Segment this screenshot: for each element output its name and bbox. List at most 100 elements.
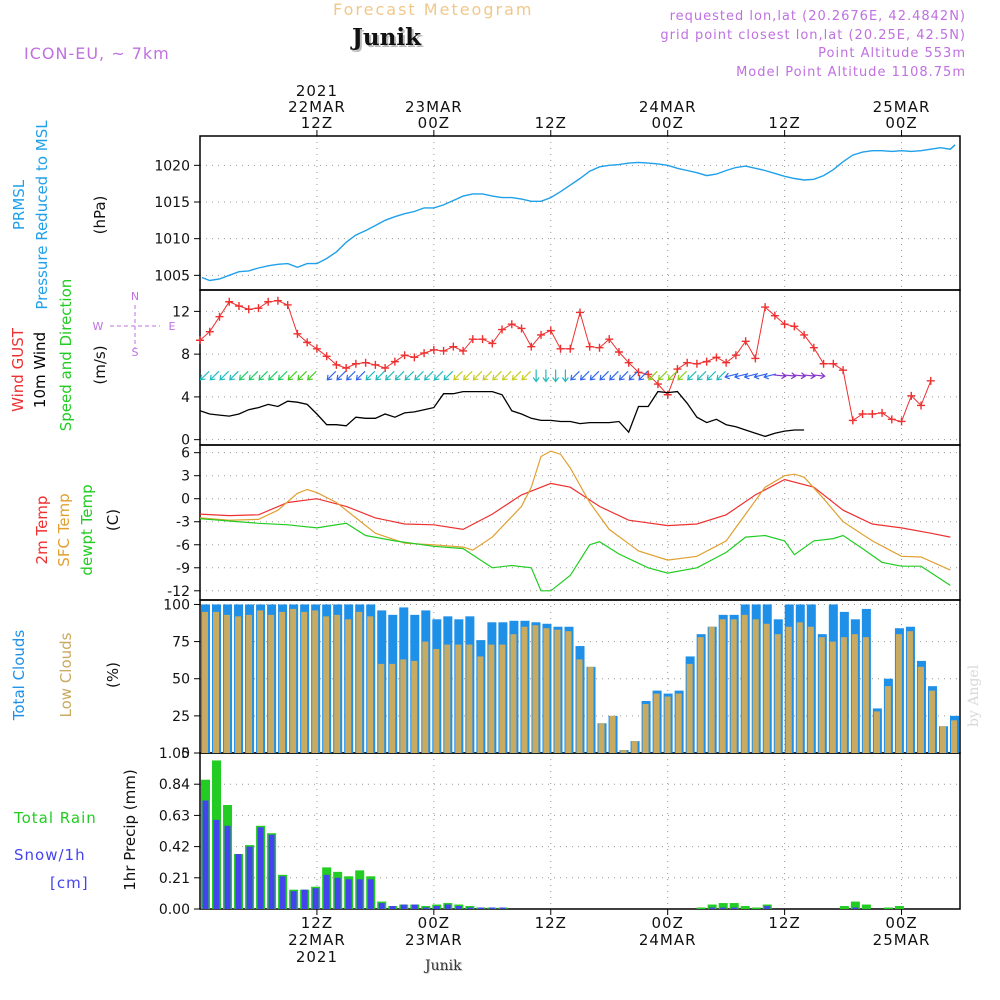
gust-marker	[410, 353, 419, 362]
low-cloud-bar	[268, 614, 275, 753]
wind-speed-line	[199, 390, 805, 438]
wind-arrow	[696, 370, 707, 381]
low-cloud-bar	[939, 726, 946, 753]
wind-arrow	[404, 370, 415, 381]
wind-arrow	[277, 370, 288, 381]
gust-marker	[614, 348, 623, 356]
snow-bar	[334, 877, 341, 909]
gust-marker	[546, 326, 555, 335]
low-cloud-bar	[609, 715, 616, 753]
gust-marker	[692, 359, 701, 368]
ytick-label: 1015	[154, 195, 190, 211]
ytick-label: 1005	[154, 268, 190, 284]
wind-arrow	[677, 370, 687, 381]
wind-arrow	[433, 370, 444, 381]
chart-title: Forecast Meteogram	[333, 0, 534, 19]
ytick-label: 4	[181, 390, 190, 406]
snow-bar	[378, 903, 385, 909]
ytick-label: 50	[172, 672, 190, 688]
wind-arrow	[482, 370, 493, 381]
rain-bar	[850, 901, 860, 909]
wind-arrow	[812, 372, 826, 380]
gust-marker	[293, 329, 302, 338]
ytick-label: 25	[172, 709, 190, 725]
gust-marker	[225, 297, 234, 306]
wind-arrow	[552, 369, 560, 383]
low-cloud-bar	[620, 750, 627, 753]
wind-arrow	[561, 369, 569, 383]
gust-marker	[429, 345, 438, 354]
wind-arrow	[763, 372, 776, 380]
t2m-line	[199, 478, 951, 538]
low-cloud-bar	[708, 626, 715, 753]
compass-s: S	[132, 346, 139, 359]
top-time-label: 00Z	[652, 114, 684, 132]
low-cloud-bar	[686, 663, 693, 753]
clouds-unit: (%)	[104, 662, 122, 688]
gust-marker	[790, 322, 799, 331]
wind-arrow	[453, 370, 463, 381]
low-cloud-bar	[389, 663, 396, 753]
wind-arrow	[743, 372, 757, 380]
wind-arrow	[638, 370, 649, 381]
gust-marker	[498, 325, 507, 334]
wind-arrow	[229, 370, 239, 381]
gust-marker	[234, 302, 243, 311]
ytick-label: 6	[181, 446, 190, 462]
total-clouds-label: Total Clouds	[10, 630, 28, 722]
low-cloud-bar	[950, 720, 957, 753]
gust-marker	[829, 359, 838, 368]
ytick-label: 8	[181, 347, 190, 363]
low-cloud-bar	[345, 619, 352, 753]
low-cloud-bar	[840, 637, 847, 753]
snow-bar	[202, 800, 209, 909]
ytick-label: 75	[172, 635, 190, 651]
wind-arrow	[532, 369, 540, 383]
low-cloud-bar	[411, 660, 418, 753]
snow-bar	[400, 904, 407, 909]
snow-bar	[720, 907, 727, 909]
gust-marker	[878, 408, 887, 417]
low-cloud-bar	[235, 616, 242, 753]
low-cloud-bar	[598, 723, 605, 753]
model-altitude: Model Point Altitude 1108.75m	[736, 65, 966, 80]
low-cloud-bar	[785, 626, 792, 753]
snow-bar	[411, 904, 418, 909]
low-cloud-bar	[312, 610, 319, 753]
top-time-label: 25MAR	[873, 98, 931, 116]
top-time-label: 23MAR	[405, 98, 463, 116]
snow-label: Snow/1h	[14, 846, 86, 864]
bottom-time-label: 12Z	[768, 914, 800, 932]
gust-marker	[702, 357, 711, 366]
wind-arrow	[667, 370, 678, 381]
low-cloud-bar	[400, 659, 407, 753]
gust-marker	[439, 346, 448, 355]
snow-bar	[323, 874, 330, 909]
low-cloud-bar	[917, 666, 924, 753]
low-cloud-bar	[246, 614, 253, 753]
rain-bar	[696, 907, 706, 909]
gust-marker	[215, 312, 224, 321]
low-cloud-bar	[422, 641, 429, 753]
low-cloud-bar	[587, 666, 594, 753]
gust-marker	[926, 376, 935, 385]
low-cloud-bar	[466, 644, 473, 753]
wind-arrow	[462, 370, 473, 381]
gust-marker	[848, 416, 857, 425]
rain-bar	[729, 903, 739, 909]
wind-arrow	[802, 372, 816, 380]
snow-bar	[345, 879, 352, 909]
top-time-label: 00Z	[418, 114, 450, 132]
wind-arrow	[346, 370, 356, 381]
low-cloud-bar	[202, 611, 209, 753]
low-cloud-bar	[334, 614, 341, 753]
wind-arrow	[687, 370, 697, 381]
wind-arrow	[618, 370, 629, 381]
snow-unit-label: [cm]	[50, 874, 89, 892]
gust-marker	[917, 401, 926, 410]
gust-marker	[273, 296, 282, 305]
snow-bar	[852, 907, 859, 909]
gust-marker	[527, 342, 536, 351]
low-cloud-bar	[895, 634, 902, 753]
gust-marker	[741, 337, 750, 346]
